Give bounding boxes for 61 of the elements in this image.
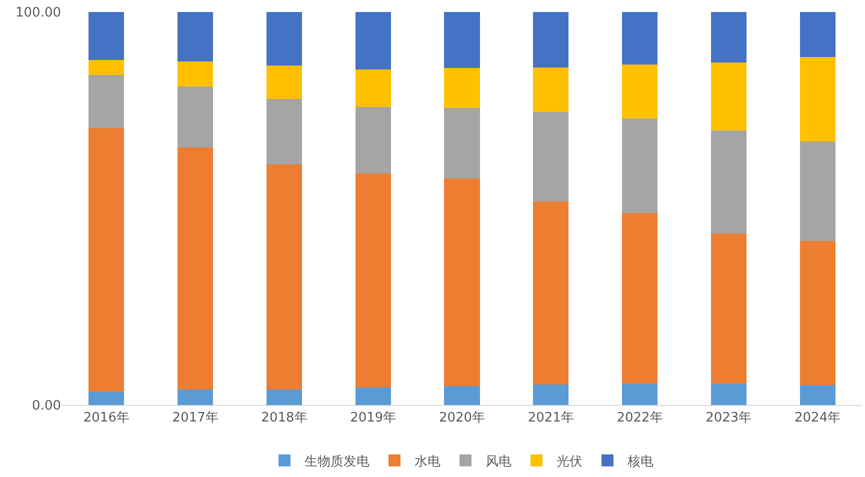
bar [533,67,569,112]
bar [178,148,214,390]
legend-label: 光伏 [556,454,582,470]
bar [710,62,746,131]
bar [178,86,214,148]
bar [266,65,302,99]
bar [88,12,124,60]
bar [533,201,569,385]
bar [622,213,658,384]
bar [355,107,391,174]
bar [444,12,480,68]
bar [710,12,746,63]
bar [444,386,480,405]
bar [800,384,836,405]
x-tick-label: 2022年 [616,410,663,426]
bar [355,174,391,388]
y-tick-label: 100.00 [16,6,61,21]
bar [444,178,480,386]
bar [800,57,836,142]
x-tick-label: 2021年 [528,410,574,426]
bar [800,241,836,385]
legend-label: 核电 [626,454,654,470]
bar [355,387,391,405]
y-tick-label: 0.00 [32,398,61,414]
bar [266,12,302,66]
bar [533,112,569,202]
bar [710,383,746,405]
bar [355,12,391,70]
bar [533,384,569,405]
bar [622,64,658,118]
legend-label: 风电 [486,454,512,470]
x-tick-label: 2017年 [172,410,218,426]
bar [444,68,480,108]
x-tick-label: 2019年 [350,410,396,426]
bar [622,118,658,214]
bar [178,62,214,87]
bar [710,130,746,234]
bar [88,60,124,75]
bar [710,233,746,384]
bar [266,164,302,390]
bar [88,391,124,405]
x-tick-label: 2023年 [706,410,752,426]
bar [800,142,836,242]
bar [178,389,214,405]
bar [533,12,569,68]
bar [266,98,302,164]
x-tick-label: 2016年 [83,410,130,426]
bar [88,128,124,392]
bar [88,74,124,128]
legend-label: 水电 [414,454,440,470]
bar [622,12,658,64]
x-tick-label: 2020年 [438,410,486,426]
bar [266,389,302,405]
x-tick-label: 2018年 [261,410,308,426]
legend-label: 生物质发电 [304,454,370,470]
bar [355,69,391,108]
bar [622,383,658,405]
bar [178,12,214,62]
bar [444,108,480,179]
x-tick-label: 2024年 [794,410,841,426]
bar [800,12,836,58]
